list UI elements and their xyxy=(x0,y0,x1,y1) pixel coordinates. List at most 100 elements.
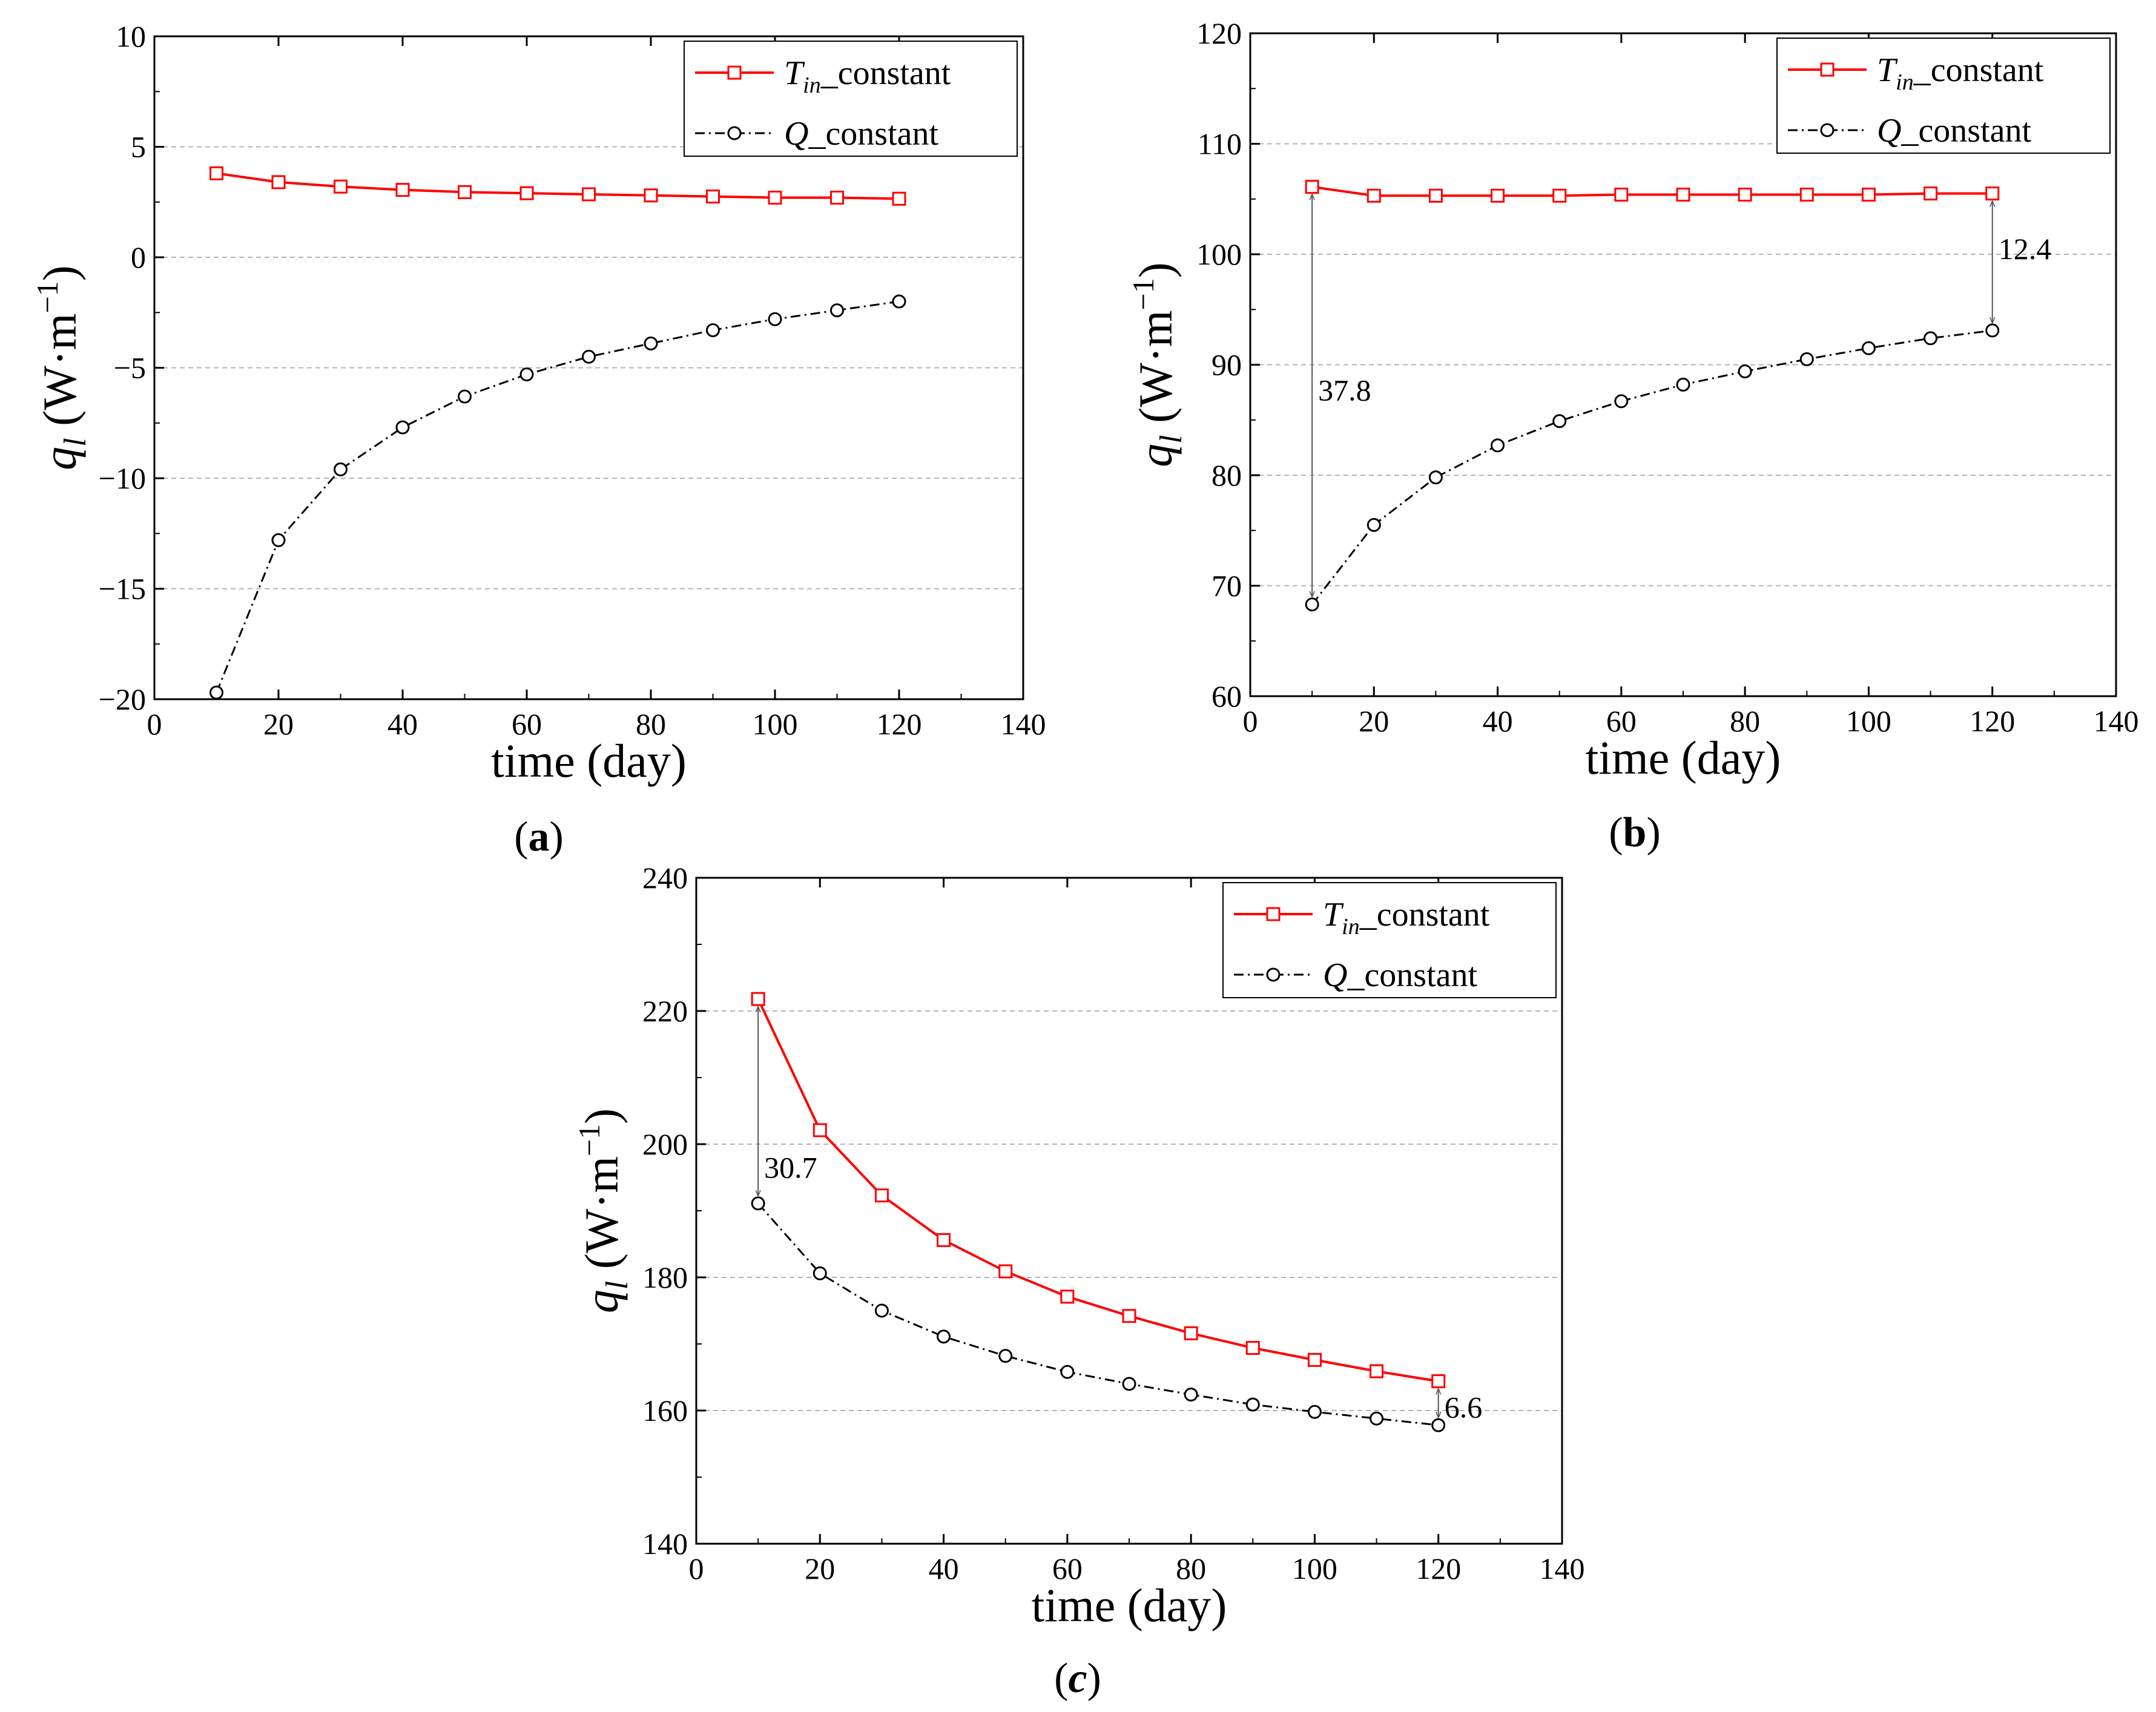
chart-panel-a: 0 20 40 60 80 100 120 140 10 5 0 −5 −10 −15 −20 time (d… xyxy=(30,19,1046,860)
x-tick-label: 120 xyxy=(877,707,922,741)
y-tick-label: 100 xyxy=(1196,237,1242,271)
series-Q_constant xyxy=(751,1196,1446,1432)
data-point-Q_constant xyxy=(937,1329,951,1344)
data-point-Q_constant xyxy=(1676,377,1690,392)
data-point-Q_constant xyxy=(1552,414,1567,429)
panel-caption: (b) xyxy=(1609,809,1661,856)
data-point-Q_constant xyxy=(1738,364,1752,378)
series-line-T_in_constant xyxy=(216,172,900,200)
series-line-T_in_constant xyxy=(757,998,1439,1383)
y-axis-label: ql (W·m−1) xyxy=(572,1108,635,1313)
data-point-Q_constant xyxy=(751,1196,765,1211)
data-point-T_in_constant xyxy=(458,185,472,199)
data-point-T_in_constant xyxy=(644,188,658,203)
data-point-Q_constant xyxy=(1428,470,1443,485)
data-point-Q_constant xyxy=(830,303,844,318)
y-tick-label: 140 xyxy=(642,1527,688,1561)
y-tick-label: −20 xyxy=(99,682,146,716)
legend-marker-T_in_constant xyxy=(1266,907,1281,921)
data-point-Q_constant xyxy=(1305,598,1319,612)
x-tick-label: 20 xyxy=(263,707,294,741)
data-point-T_in_constant xyxy=(1799,187,1814,202)
x-tick-label: 60 xyxy=(1052,1552,1083,1585)
data-point-Q_constant xyxy=(1366,518,1381,532)
series-line-Q_constant xyxy=(216,300,900,693)
y-tick-label: 160 xyxy=(642,1394,688,1427)
data-point-Q_constant xyxy=(209,685,223,700)
data-point-Q_constant xyxy=(874,1303,889,1318)
x-tick-label: 140 xyxy=(1540,1552,1585,1585)
data-point-Q_constant xyxy=(892,294,906,309)
legend-label-Q_constant: Q_constant xyxy=(1323,956,1478,994)
series-Q_constant xyxy=(209,294,906,700)
data-point-T_in_constant xyxy=(892,191,906,206)
chart-panel-b: 0 20 40 60 80 100 120 14012011010090807060time … xyxy=(1126,16,2139,856)
y-tick-label: −15 xyxy=(99,572,146,606)
y-tick-label: 70 xyxy=(1212,569,1242,603)
gap-annotation-label: 37.8 xyxy=(1318,373,1371,407)
data-point-T_in_constant xyxy=(1614,187,1629,202)
data-point-T_in_constant xyxy=(1676,187,1690,202)
x-axis-label: time (day) xyxy=(1586,731,1781,784)
data-point-Q_constant xyxy=(1985,323,2000,338)
series-T_in_constant xyxy=(751,992,1446,1389)
legend-marker-Q_constant xyxy=(1820,123,1835,137)
legend-marker-Q_constant xyxy=(1266,967,1281,982)
data-point-Q_constant xyxy=(395,420,410,435)
data-point-Q_constant xyxy=(1245,1397,1260,1412)
x-tick-label: 20 xyxy=(805,1552,835,1585)
data-point-Q_constant xyxy=(1614,394,1629,409)
x-tick-label: 100 xyxy=(1846,704,1891,738)
x-tick-label: 0 xyxy=(1243,704,1258,738)
data-point-Q_constant xyxy=(1799,352,1814,366)
x-tick-label: 80 xyxy=(1176,1552,1206,1585)
y-tick-label: 220 xyxy=(642,994,688,1028)
data-point-Q_constant xyxy=(1060,1365,1075,1379)
data-point-T_in_constant xyxy=(582,187,596,202)
data-point-Q_constant xyxy=(1861,341,1876,355)
legend: Tin_constant Q_constant xyxy=(1222,882,1557,998)
series-T_in_constant xyxy=(209,166,906,206)
data-point-T_in_constant xyxy=(874,1188,889,1203)
data-point-T_in_constant xyxy=(209,166,223,180)
y-tick-label: 240 xyxy=(642,861,688,895)
y-tick-label: 80 xyxy=(1212,458,1242,492)
y-axis-label: ql (W·m−1) xyxy=(1126,262,1188,467)
data-point-Q_constant xyxy=(1431,1418,1446,1432)
data-point-T_in_constant xyxy=(1370,1364,1384,1378)
data-point-T_in_constant xyxy=(1431,1374,1446,1389)
legend-marker-T_in_constant xyxy=(727,65,742,80)
data-point-T_in_constant xyxy=(1861,187,1876,202)
x-axis-label: time (day) xyxy=(1032,1579,1227,1631)
data-point-T_in_constant xyxy=(1924,186,1938,201)
data-point-T_in_constant xyxy=(830,190,844,205)
y-tick-label: 180 xyxy=(642,1260,688,1294)
y-axis-label: ql (W·m−1) xyxy=(30,265,93,470)
x-tick-label: 80 xyxy=(1730,704,1760,738)
gap-annotation-label: 30.7 xyxy=(764,1151,817,1185)
legend-marker-T_in_constant xyxy=(1820,62,1835,77)
data-point-Q_constant xyxy=(1184,1388,1198,1402)
x-tick-label: 40 xyxy=(1483,704,1513,738)
data-point-Q_constant xyxy=(768,312,782,326)
data-point-Q_constant xyxy=(582,349,596,364)
data-point-Q_constant xyxy=(644,336,658,351)
data-point-Q_constant xyxy=(1307,1404,1322,1419)
data-point-Q_constant xyxy=(519,367,534,381)
legend-label-Q_constant: Q_constant xyxy=(784,115,939,153)
data-point-T_in_constant xyxy=(998,1264,1013,1279)
legend-label-T_in_constant: Tin_constant xyxy=(1323,896,1490,940)
x-tick-label: 0 xyxy=(147,707,162,741)
x-axis-label: time (day) xyxy=(491,734,687,787)
data-point-T_in_constant xyxy=(1985,186,2000,201)
data-point-Q_constant xyxy=(813,1266,827,1280)
data-point-T_in_constant xyxy=(1307,1352,1322,1367)
data-point-Q_constant xyxy=(458,389,472,404)
data-point-T_in_constant xyxy=(937,1233,951,1247)
x-tick-label: 40 xyxy=(387,707,418,741)
x-tick-label: 140 xyxy=(1001,707,1046,741)
y-tick-label: 120 xyxy=(1196,16,1242,50)
legend: Tin_constant Q_constant xyxy=(1776,38,2111,154)
data-point-T_in_constant xyxy=(813,1123,827,1137)
x-tick-label: 40 xyxy=(929,1552,959,1585)
